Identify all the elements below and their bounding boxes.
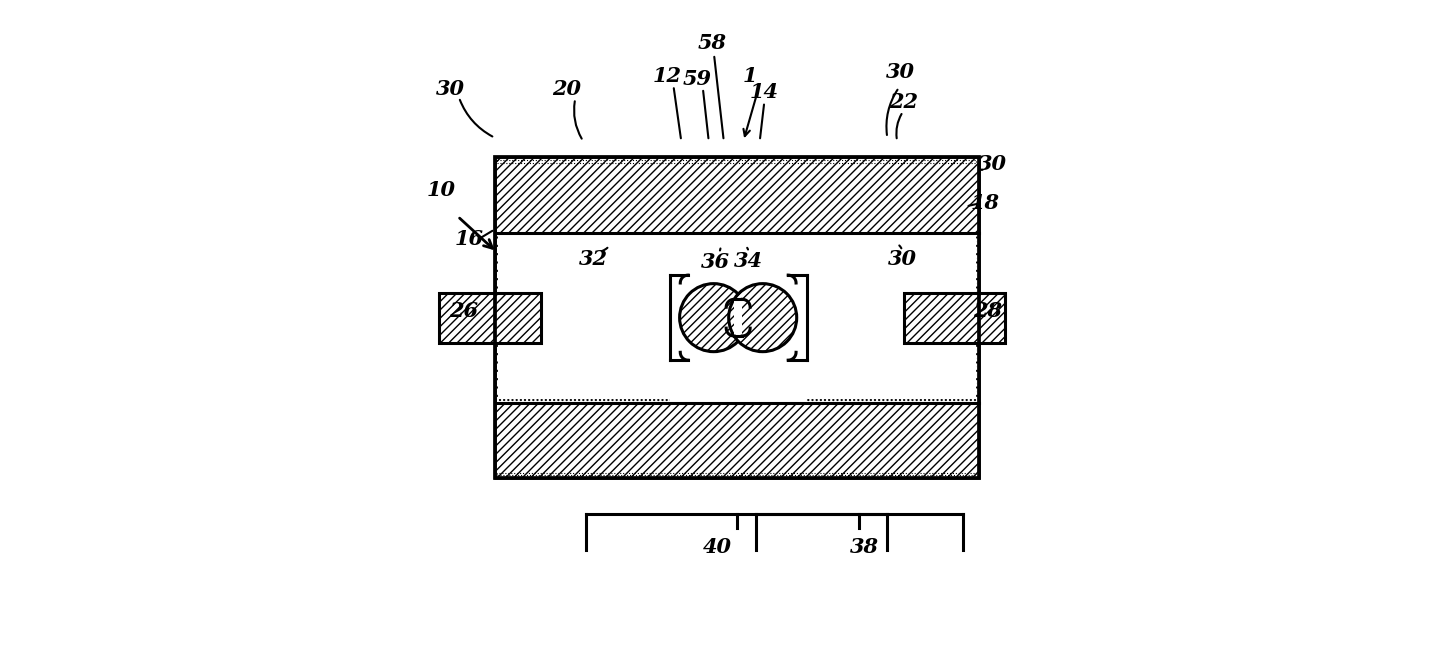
Text: 22: 22: [889, 92, 918, 112]
Text: 30: 30: [977, 154, 1006, 174]
Text: 16: 16: [454, 229, 483, 249]
Text: 58: 58: [697, 33, 726, 53]
Text: 30: 30: [886, 62, 915, 82]
Text: 36: 36: [700, 252, 729, 272]
Polygon shape: [494, 403, 978, 478]
Text: 14: 14: [749, 82, 778, 102]
Text: 40: 40: [703, 536, 732, 556]
Text: 10: 10: [427, 180, 455, 200]
Text: 59: 59: [683, 69, 712, 89]
Text: 26: 26: [450, 301, 478, 321]
Polygon shape: [670, 232, 807, 403]
Polygon shape: [494, 158, 978, 232]
Polygon shape: [733, 299, 742, 336]
Text: 38: 38: [850, 536, 879, 556]
Text: 18: 18: [971, 193, 1000, 213]
Text: 20: 20: [552, 79, 581, 99]
Polygon shape: [494, 232, 978, 403]
Circle shape: [680, 284, 748, 351]
Text: 30: 30: [888, 248, 916, 269]
Polygon shape: [494, 158, 978, 478]
Polygon shape: [499, 236, 670, 399]
Text: 12: 12: [653, 65, 682, 86]
Text: 28: 28: [973, 301, 1001, 321]
Circle shape: [729, 284, 797, 351]
Polygon shape: [904, 293, 1004, 343]
Text: 30: 30: [435, 79, 465, 99]
Polygon shape: [807, 236, 976, 399]
Text: 1: 1: [742, 65, 757, 86]
Circle shape: [680, 284, 748, 351]
Text: 34: 34: [733, 250, 764, 271]
Circle shape: [729, 284, 797, 351]
Polygon shape: [440, 293, 540, 343]
Text: 32: 32: [578, 248, 608, 269]
